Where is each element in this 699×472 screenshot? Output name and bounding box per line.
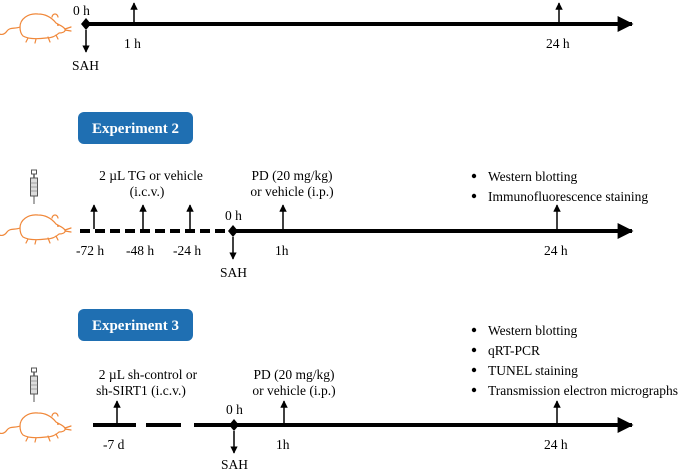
rat-icon — [0, 214, 72, 245]
exp3-assay-1: Western blotting — [488, 323, 578, 338]
exp2-zero-diamond — [228, 225, 238, 237]
exp2-assay-1: Western blotting — [488, 169, 578, 184]
exp2-tick-m48h: -48 h — [126, 243, 154, 258]
exp2-badge-label: Experiment 2 — [92, 121, 179, 137]
bullet-icon — [471, 193, 477, 199]
exp3-tick-1h: 1h — [276, 437, 290, 452]
bullet-icon — [471, 367, 477, 373]
syringe-icon — [29, 367, 39, 403]
exp2-tick-1h: 1h — [275, 243, 289, 258]
exp3-zero-diamond — [229, 419, 239, 431]
exp1-zero-diamond — [81, 18, 91, 30]
bullet-icon — [471, 387, 477, 393]
exp1-tick-24h: 24 h — [546, 36, 570, 51]
exp2-tick-m72h: -72 h — [76, 243, 104, 258]
bullet-icon — [471, 327, 477, 333]
experiment1: 0 h 1 h 24 h SAH — [0, 2, 634, 73]
bullet-icon — [471, 173, 477, 179]
exp3-badge — [78, 309, 193, 341]
exp2-tick-0h: 0 h — [225, 208, 242, 223]
exp1-tick-0h: 0 h — [73, 3, 90, 18]
experiment2: Experiment 2 2 µL TG or vehicle (i.c.v.)… — [0, 112, 648, 280]
exp3-tick-24h: 24 h — [544, 437, 568, 452]
exp3-tick-m7d: -7 d — [103, 437, 125, 452]
bullet-icon — [471, 347, 477, 353]
exp3-assay-2: qRT-PCR — [488, 343, 540, 358]
exp3-badge-label: Experiment 3 — [92, 318, 179, 334]
exp2-assay-2: Immunofluorescence staining — [488, 189, 648, 204]
exp2-pd-line1: PD (20 mg/kg) — [252, 168, 333, 183]
exp3-assay-3: TUNEL staining — [488, 363, 578, 378]
exp2-injection-line2: (i.c.v.) — [130, 184, 165, 199]
exp3-pd-line1: PD (20 mg/kg) — [254, 367, 335, 382]
experiment3: Experiment 3 2 µL sh-control or sh-SIRT1… — [0, 309, 678, 472]
exp2-injection-line1: 2 µL TG or vehicle — [99, 168, 203, 183]
rat-icon — [0, 412, 72, 443]
exp3-tick-0h: 0 h — [226, 402, 243, 417]
exp3-injection-line1: 2 µL sh-control or — [99, 367, 198, 382]
exp2-badge — [78, 112, 193, 144]
exp3-injection-line2: sh-SIRT1 (i.c.v.) — [96, 383, 186, 398]
exp1-sah-label: SAH — [72, 58, 99, 73]
exp3-sah-label: SAH — [221, 457, 248, 472]
exp2-tick-24h: 24 h — [544, 243, 568, 258]
exp2-pd-line2: or vehicle (i.p.) — [250, 184, 333, 199]
rat-icon — [0, 13, 72, 44]
exp3-assay-4: Transmission electron micrographs — [488, 383, 678, 398]
exp2-tick-m24h: -24 h — [173, 243, 201, 258]
syringe-icon — [29, 169, 39, 205]
exp2-sah-label: SAH — [220, 265, 247, 280]
exp3-pd-line2: or vehicle (i.p.) — [252, 383, 335, 398]
exp1-tick-1h: 1 h — [124, 36, 141, 51]
